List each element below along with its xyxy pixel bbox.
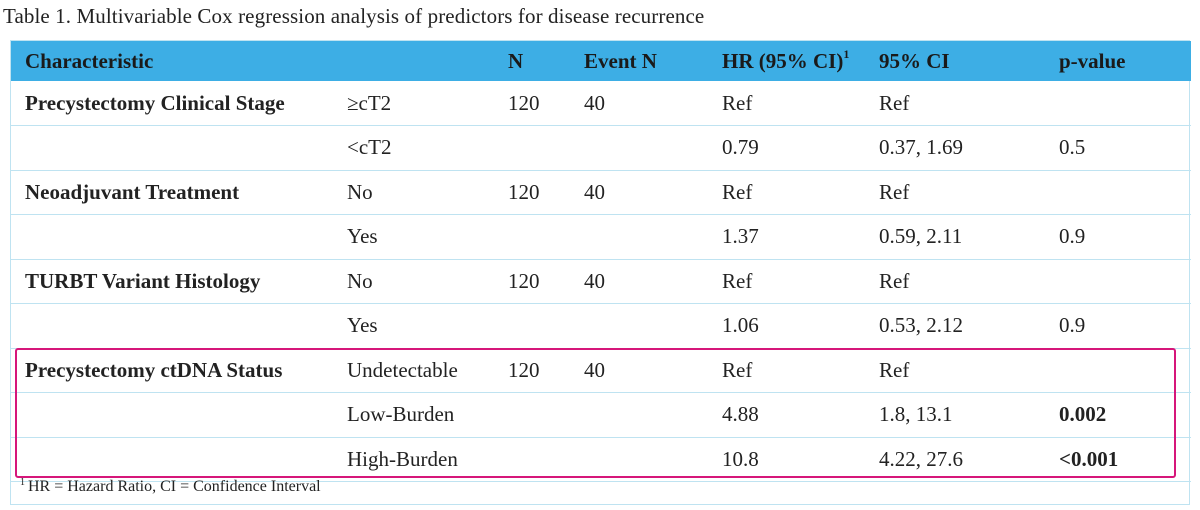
cell-n: 120 — [508, 81, 584, 126]
cell-n — [508, 392, 584, 438]
cell-characteristic — [11, 392, 347, 438]
cell-hr: Ref — [722, 81, 879, 126]
cell-p-value: <0.001 — [1059, 437, 1191, 482]
cell-level: High-Burden — [347, 437, 508, 482]
cell-ci: Ref — [879, 170, 1059, 215]
header-level — [347, 41, 508, 81]
cell-n — [508, 214, 584, 260]
cell-level: Low-Burden — [347, 392, 508, 438]
cell-ci: Ref — [879, 259, 1059, 304]
cell-event-n: 40 — [584, 348, 722, 393]
table-caption: Table 1. Multivariable Cox regression an… — [3, 4, 705, 28]
header-ci: 95% CI — [879, 48, 950, 73]
cell-n: 120 — [508, 348, 584, 393]
regression-table-container: Characteristic N Event N HR (95% CI)1 95… — [10, 40, 1191, 505]
cell-hr: 1.06 — [722, 303, 879, 349]
cell-hr: Ref — [722, 259, 879, 304]
cell-level: No — [347, 170, 508, 215]
header-hr: HR (95% CI)1 — [722, 41, 879, 81]
table-header-row: Characteristic N Event N HR (95% CI)1 95… — [11, 41, 1191, 81]
cell-n — [508, 125, 584, 171]
cell-p-value — [1059, 81, 1191, 126]
cell-event-n — [584, 125, 722, 171]
table-row: Precystectomy Clinical Stage ≥cT2 120 40 Ref… — [11, 81, 1191, 126]
table-body: Precystectomy Clinical Stage ≥cT2 120 40 Ref… — [11, 81, 1191, 482]
cell-event-n — [584, 303, 722, 349]
table-row: <cT2 0.79 0.37, 1.69 0.5 — [11, 125, 1191, 171]
cell-characteristic — [11, 214, 347, 260]
table-row: Yes 1.37 0.59, 2.11 0.9 — [11, 214, 1191, 260]
table-row: TURBT Variant Histology No 120 40 Ref Ref — [11, 259, 1191, 304]
cell-n — [508, 437, 584, 482]
cell-p-value — [1059, 259, 1191, 304]
cell-ci: 0.59, 2.11 — [879, 214, 1059, 260]
table-footnote: 1 HR = Hazard Ratio, CI = Confidence Inte… — [10, 477, 321, 496]
cell-level: Yes — [347, 303, 508, 349]
cell-hr: 4.88 — [722, 392, 879, 438]
cell-p-value: 0.002 — [1059, 392, 1191, 438]
cell-p-value — [1059, 348, 1191, 393]
cell-hr: 10.8 — [722, 437, 879, 482]
cox-regression-table: Characteristic N Event N HR (95% CI)1 95… — [11, 41, 1191, 482]
cell-p-value: 0.5 — [1059, 125, 1191, 171]
header-hr-footnote-mark: 1 — [843, 46, 850, 61]
header-n: N — [508, 48, 524, 73]
cell-characteristic: Precystectomy Clinical Stage — [11, 81, 347, 126]
cell-level: Yes — [347, 214, 508, 260]
cell-ci: 0.37, 1.69 — [879, 125, 1059, 171]
cell-ci: 1.8, 13.1 — [879, 392, 1059, 438]
cell-characteristic — [11, 303, 347, 349]
cell-characteristic: Neoadjuvant Treatment — [11, 170, 347, 215]
cell-ci: Ref — [879, 348, 1059, 393]
header-hr-label: HR (95% CI) — [722, 48, 844, 73]
table-row: High-Burden 10.8 4.22, 27.6 <0.001 — [11, 437, 1191, 482]
table-row: Low-Burden 4.88 1.8, 13.1 0.002 — [11, 392, 1191, 438]
cell-level: ≥cT2 — [347, 81, 508, 126]
cell-characteristic: Precystectomy ctDNA Status — [11, 348, 347, 393]
footnote-text: HR = Hazard Ratio, CI = Confidence Inter… — [28, 478, 321, 495]
cell-characteristic — [11, 437, 347, 482]
cell-p-value — [1059, 170, 1191, 215]
header-characteristic: Characteristic — [25, 48, 154, 73]
cell-event-n: 40 — [584, 259, 722, 304]
cell-hr: 0.79 — [722, 125, 879, 171]
cell-event-n — [584, 214, 722, 260]
cell-event-n: 40 — [584, 81, 722, 126]
cell-characteristic: TURBT Variant Histology — [11, 259, 347, 304]
cell-n — [508, 303, 584, 349]
cell-event-n — [584, 437, 722, 482]
cell-ci: 4.22, 27.6 — [879, 437, 1059, 482]
cell-ci: Ref — [879, 81, 1059, 126]
cell-ci: 0.53, 2.12 — [879, 303, 1059, 349]
header-p-value: p-value — [1059, 48, 1126, 73]
header-event-n: Event N — [584, 48, 657, 73]
cell-characteristic — [11, 125, 347, 171]
table-row: Neoadjuvant Treatment No 120 40 Ref Ref — [11, 170, 1191, 215]
cell-hr: Ref — [722, 170, 879, 215]
cell-n: 120 — [508, 170, 584, 215]
cell-level: <cT2 — [347, 125, 508, 171]
cell-hr: 1.37 — [722, 214, 879, 260]
cell-hr: Ref — [722, 348, 879, 393]
table-row: Yes 1.06 0.53, 2.12 0.9 — [11, 303, 1191, 349]
cell-level: No — [347, 259, 508, 304]
cell-p-value: 0.9 — [1059, 303, 1191, 349]
cell-n: 120 — [508, 259, 584, 304]
cell-event-n: 40 — [584, 170, 722, 215]
cell-event-n — [584, 392, 722, 438]
footnote-mark: 1 — [20, 477, 25, 488]
cell-level: Undetectable — [347, 348, 508, 393]
table-row: Precystectomy ctDNA Status Undetectable 12… — [11, 348, 1191, 393]
cell-p-value: 0.9 — [1059, 214, 1191, 260]
